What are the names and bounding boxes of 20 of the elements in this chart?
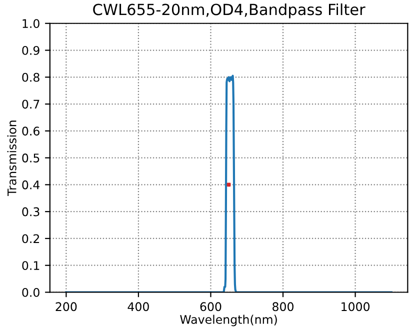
line-series bbox=[65, 74, 392, 292]
x-tick-label: 400 bbox=[128, 302, 149, 312]
y-tick-label: 0.8 bbox=[22, 72, 40, 82]
y-tick-label: 0.0 bbox=[22, 288, 40, 297]
y-tick-label: 0.3 bbox=[22, 207, 40, 216]
y-tick-label: 0.2 bbox=[22, 234, 40, 244]
x-axis-title: Wavelength(nm) bbox=[180, 314, 277, 326]
y-tick-label: 0.5 bbox=[22, 154, 40, 162]
y-tick-label: 1.0 bbox=[22, 19, 40, 28]
x-tick-label: 800 bbox=[272, 302, 294, 312]
y-tick-label: 0.6 bbox=[22, 126, 40, 136]
x-tick-label: 1000 bbox=[342, 302, 370, 312]
y-tick-label: 0.1 bbox=[22, 261, 40, 270]
y-tick-label: 0.4 bbox=[22, 180, 40, 190]
y-axis-title: Transmission bbox=[7, 120, 16, 196]
x-tick-label: 200 bbox=[56, 302, 77, 312]
y-tick-label: 0.9 bbox=[22, 46, 40, 55]
chart-title: CWL655-20nm,OD4,Bandpass Filter bbox=[93, 3, 366, 18]
y-tick-label: 0.7 bbox=[22, 100, 40, 109]
x-tick-label: 600 bbox=[200, 302, 222, 312]
